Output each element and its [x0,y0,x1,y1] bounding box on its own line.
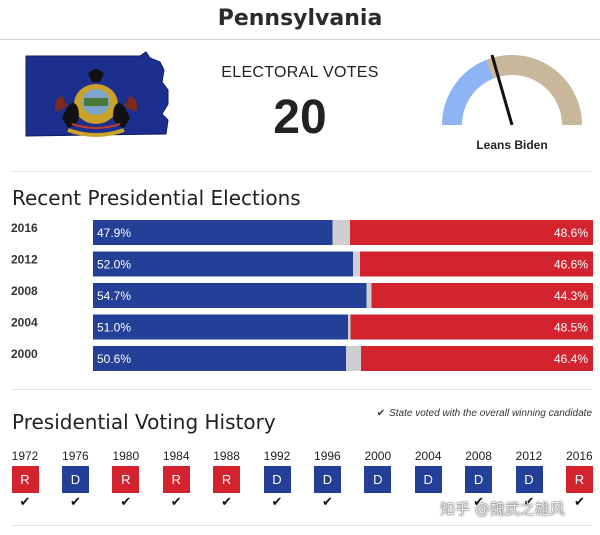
divider [12,171,592,172]
watermark: 知乎 @魏武之雄风 [440,500,565,518]
voting-history-row: 1972 R ✔ 1976 D ✔ 1980 R ✔ 1984 R ✔ 1988 R ✔ 1992 D ✔ 1996… [0,448,600,518]
header: Pennsylvania [0,0,600,40]
history-item: 2012 D ✔ [509,448,549,512]
dem-bar [93,251,353,277]
history-year: 2008 [465,449,492,463]
check-icon: ✔ [523,495,535,510]
history-year: 2016 [566,449,593,463]
party-badge: R [11,466,39,493]
year-label: 2008 [11,284,38,298]
recent-elections-title: Recent Presidential Elections [12,186,301,210]
year-label: 2004 [11,316,38,330]
history-year: 2004 [414,449,442,463]
rep-bar [350,220,593,245]
gauge-rep-arc [486,55,582,126]
history-note-text: State voted with the overall winning can… [389,408,592,419]
dem-value-label: 50.6% [97,352,131,366]
check-icon: ✔ [573,495,585,510]
party-badge: D [61,466,89,493]
party-badge: D [414,466,442,493]
check-icon: ✔ [120,495,132,510]
other-bar [348,314,351,340]
history-item: 1980 R ✔ [106,448,146,512]
dem-bar [93,346,346,371]
other-bar [332,220,350,245]
gauge-label: Leans Biden [476,138,548,152]
history-item: 2016 R ✔ [559,448,599,512]
year-label: 2000 [11,347,38,361]
history-item: 2004 D [408,448,448,512]
history-year: 1980 [112,449,140,463]
other-bar [366,283,372,308]
party-badge: D [515,466,543,493]
history-year: 1984 [162,449,190,463]
check-icon: ✔ [271,495,283,510]
lean-gauge [436,45,588,135]
party-badge: D [313,466,341,493]
voting-history-title: Presidential Voting History [12,410,276,434]
other-bar [346,346,361,371]
party-badge: R [213,466,241,493]
history-year: 1992 [263,449,291,463]
history-item: 1972 R ✔ [5,448,45,512]
page-title: Pennsylvania [217,6,383,31]
party-badge: D [364,466,392,493]
history-year: 1988 [213,449,240,463]
electoral-votes-value: 20 [273,91,327,144]
dem-value-label: 54.7% [97,289,131,303]
pennsylvania-flag-icon [25,51,169,137]
check-icon: ✔ [376,408,386,419]
divider [12,525,592,526]
check-icon: ✔ [221,495,233,510]
rep-value-label: 46.4% [554,352,588,366]
party-badge: D [263,466,291,493]
history-item: 2000 D [358,448,398,512]
party-badge: R [565,466,593,493]
history-item: 1996 D ✔ [307,448,347,512]
party-badge: R [112,466,140,493]
history-year: 1976 [62,449,89,463]
check-icon: ✔ [69,495,81,510]
rep-value-label: 48.5% [554,321,588,335]
year-label: 2016 [11,221,38,235]
dem-value-label: 47.9% [97,226,131,240]
dem-value-label: 51.0% [97,321,131,335]
recent-elections-chart: 2016 47.9% 48.6% 2012 52.0% 46.6% 2008 54.7% 44.… [11,220,593,371]
history-item: 1976 D ✔ [55,448,95,512]
rep-bar [361,346,593,371]
party-badge: R [162,466,190,493]
history-item: 1988 R ✔ [207,448,247,512]
check-icon: ✔ [473,495,485,510]
dem-bar [93,220,333,245]
year-label: 2012 [11,253,38,267]
check-icon: ✔ [19,495,31,510]
rep-value-label: 44.3% [554,289,588,303]
history-year: 1972 [11,449,39,463]
other-bar [353,251,360,277]
check-icon [358,494,398,512]
electoral-votes-label: ELECTORAL VOTES [221,64,379,81]
dem-value-label: 52.0% [97,258,131,272]
rep-bar [360,251,593,277]
history-note: ✔ State voted with the overall winning ca… [377,408,592,419]
state-flag-map [22,48,172,140]
rep-value-label: 46.6% [554,258,588,272]
dem-bar [93,283,367,308]
dem-bar [93,314,348,340]
history-year: 2012 [515,449,543,463]
party-badge: D [465,466,493,493]
rep-value-label: 48.6% [554,226,588,240]
history-item: 2008 D ✔ [459,448,499,512]
history-year: 1996 [314,449,341,463]
divider [12,389,592,390]
rep-bar [371,283,593,308]
check-icon: ✔ [170,495,182,510]
gauge-dem-arc [442,59,494,126]
gauge-needle [490,54,514,126]
history-item: 1984 R ✔ [156,448,196,512]
rep-bar [350,314,593,340]
history-item: 1992 D ✔ [257,448,297,512]
check-icon: ✔ [321,495,333,510]
history-year: 2000 [364,449,392,463]
